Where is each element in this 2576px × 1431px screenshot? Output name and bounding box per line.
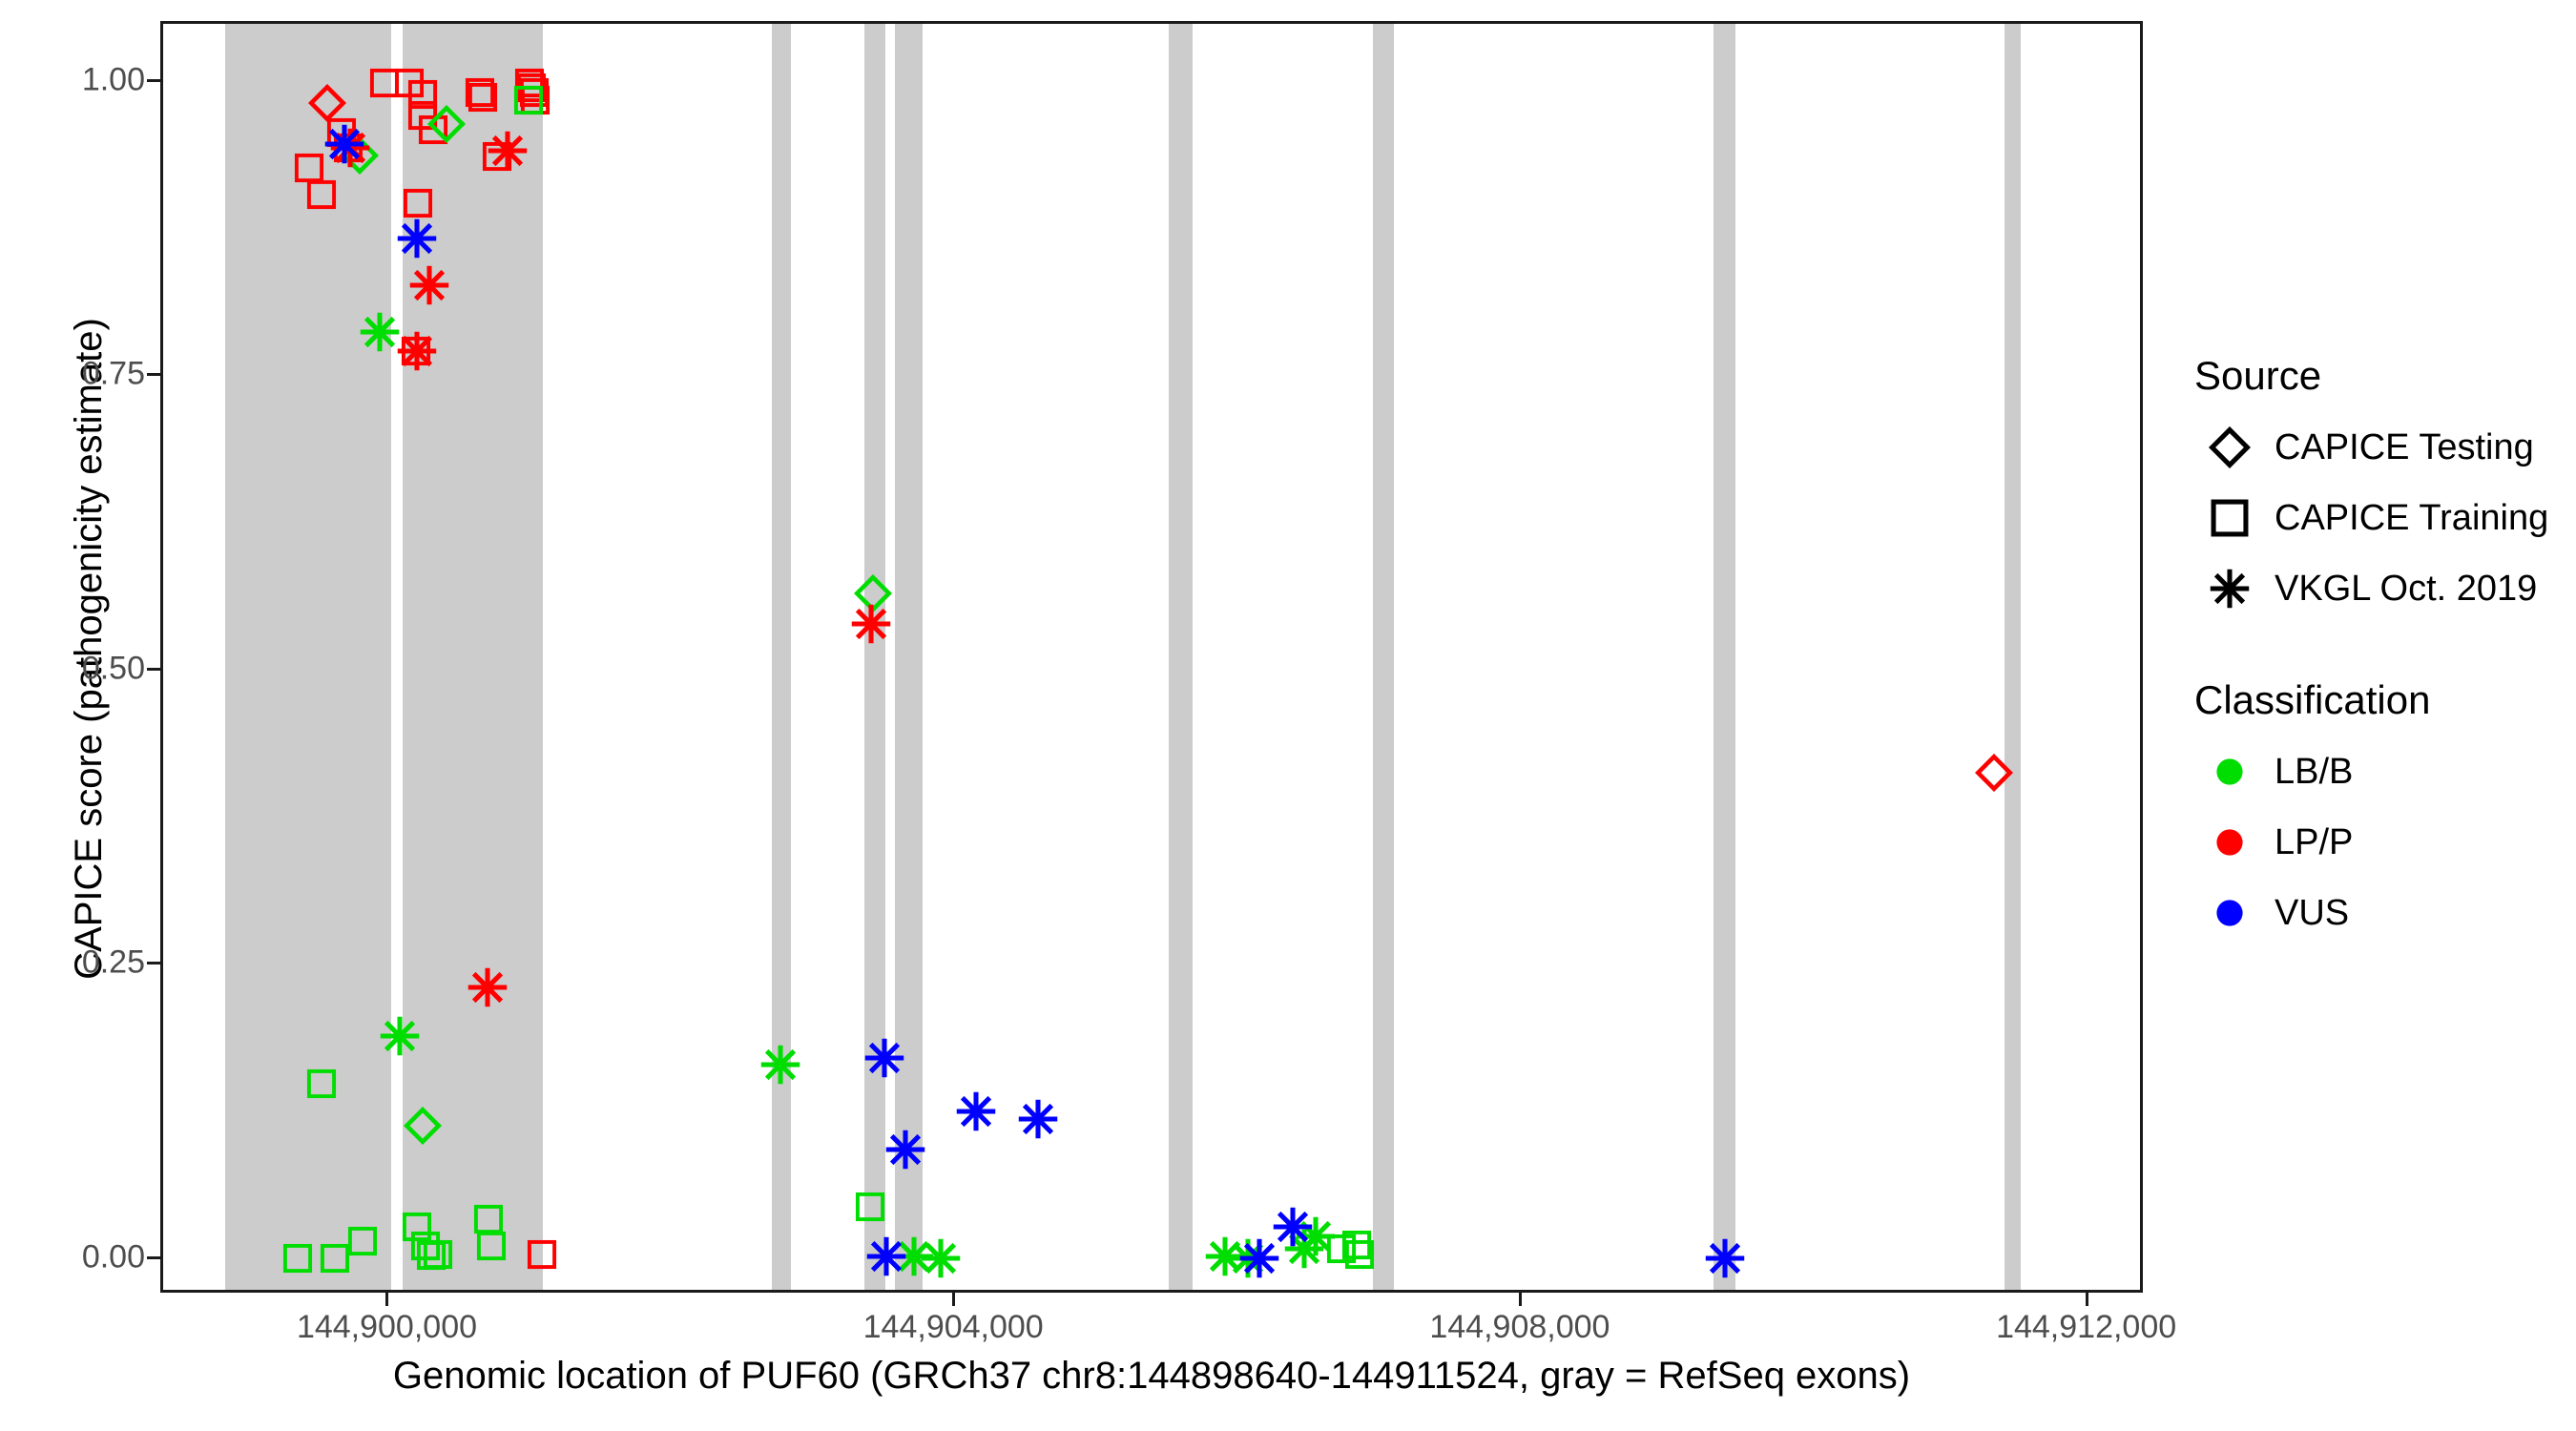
y-tick-label: 0.75 xyxy=(81,355,145,392)
legend-classification-title: Classification xyxy=(2194,677,2431,722)
data-point xyxy=(1295,1215,1337,1257)
y-tick-mark xyxy=(147,373,160,377)
data-point xyxy=(1238,1237,1280,1279)
x-tick-mark xyxy=(385,1293,389,1306)
data-point xyxy=(1204,1235,1246,1277)
legend-classification-label: VUS xyxy=(2275,892,2350,933)
legend-source-label: CAPICE Testing xyxy=(2275,426,2534,467)
exon-band xyxy=(1168,24,1194,1290)
asterisk-icon xyxy=(2194,553,2265,624)
y-tick-label: 1.00 xyxy=(81,61,145,98)
diamond-icon xyxy=(2194,412,2265,483)
plot-panel xyxy=(160,21,2143,1293)
legend-classification-label: LB/B xyxy=(2275,751,2354,792)
legend-container: Source CAPICE Testing CAPICE Training VKGL… xyxy=(2194,353,2576,948)
x-axis-title: Genomic location of PUF60 (GRCh37 chr8:1… xyxy=(392,1355,1911,1397)
y-tick-mark xyxy=(147,78,160,82)
y-tick-label: 0.50 xyxy=(81,650,145,687)
legend-classification: Classification LB/B LP/P VUS xyxy=(2194,677,2576,948)
x-tick-mark xyxy=(952,1293,956,1306)
legend-source: Source CAPICE Testing CAPICE Training VKGL… xyxy=(2194,353,2576,624)
x-tick-mark xyxy=(2085,1293,2088,1306)
legend-classification-item[interactable]: LP/P xyxy=(2194,807,2576,878)
exon-band xyxy=(772,24,791,1290)
exon-band xyxy=(2004,24,2022,1290)
legend-classification-item[interactable]: LB/B xyxy=(2194,736,2576,807)
exon-band xyxy=(895,24,923,1290)
data-point xyxy=(1325,1233,1358,1265)
y-tick-mark xyxy=(147,1255,160,1259)
data-point xyxy=(1340,1229,1373,1261)
exon-band xyxy=(1714,24,1735,1290)
y-tick-mark xyxy=(147,962,160,965)
legend-source-items: CAPICE Testing CAPICE Training VKGL Oct. 2… xyxy=(2194,412,2576,624)
y-tick-mark xyxy=(147,667,160,671)
exon-band xyxy=(863,24,885,1290)
data-point xyxy=(1272,1206,1314,1248)
legend-source-label: VKGL Oct. 2019 xyxy=(2275,568,2538,609)
legend-classification-items: LB/B LP/P VUS xyxy=(2194,736,2576,948)
x-tick-label: 144,912,000 xyxy=(1996,1309,2177,1345)
data-point xyxy=(1227,1237,1269,1279)
data-point xyxy=(955,1090,997,1132)
x-tick-label: 144,900,000 xyxy=(296,1309,478,1345)
legend-source-item[interactable]: VKGL Oct. 2019 xyxy=(2194,553,2576,624)
y-tick-label: 0.25 xyxy=(81,944,145,981)
exon-band xyxy=(1372,24,1394,1290)
legend-source-item[interactable]: CAPICE Training xyxy=(2194,483,2576,553)
data-point xyxy=(1343,1238,1376,1271)
data-point xyxy=(920,1237,962,1279)
legend-classification-item[interactable]: VUS xyxy=(2194,878,2576,948)
legend-source-item[interactable]: CAPICE Testing xyxy=(2194,412,2576,483)
data-point xyxy=(1017,1098,1059,1140)
exon-band xyxy=(402,24,543,1290)
exon-band xyxy=(225,24,391,1290)
x-tick-label: 144,904,000 xyxy=(862,1309,1044,1345)
square-icon xyxy=(2194,483,2265,553)
circle-icon xyxy=(2194,807,2265,878)
legend-classification-label: LP/P xyxy=(2275,821,2354,862)
y-tick-label: 0.00 xyxy=(81,1238,145,1275)
data-point xyxy=(1283,1228,1325,1270)
legend-source-title: Source xyxy=(2194,353,2322,398)
circle-icon xyxy=(2194,736,2265,807)
y-axis-title: CAPICE score (pathogenicity estimate) xyxy=(68,318,110,980)
x-tick-mark xyxy=(1518,1293,1522,1306)
x-tick-label: 144,908,000 xyxy=(1429,1309,1610,1345)
circle-icon xyxy=(2194,878,2265,948)
legend-source-label: CAPICE Training xyxy=(2275,497,2549,538)
